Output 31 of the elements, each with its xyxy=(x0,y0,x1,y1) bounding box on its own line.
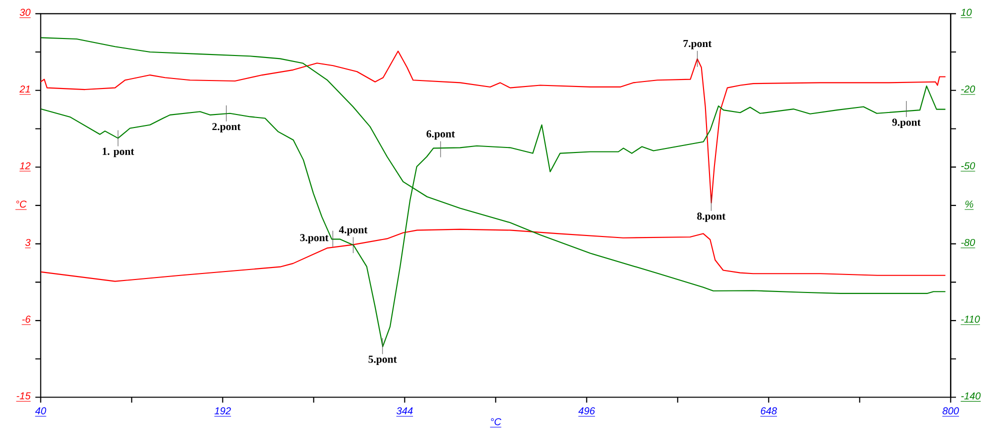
annotation: 4.pont xyxy=(338,226,368,236)
x-tick-label: 496 xyxy=(578,407,596,414)
y-tick-label: -6 xyxy=(22,316,31,323)
annotation: 3.pont xyxy=(300,234,329,244)
y2-tick-label: -50 xyxy=(961,162,976,170)
y-tick-label: -15 xyxy=(16,392,31,400)
y2-tick-label: -80 xyxy=(961,238,976,246)
y2-tick-label: 10 xyxy=(960,8,972,16)
x-tick-label: 40 xyxy=(35,407,46,414)
line-series xyxy=(40,50,946,204)
annotation: 9.pont xyxy=(892,118,921,128)
y2-axis-title: % xyxy=(965,200,974,208)
annotation: 8.pont xyxy=(697,212,726,222)
x-tick-label: 192 xyxy=(214,407,231,414)
y2-tick-label: -140 xyxy=(961,392,981,400)
annotation: 5.pont xyxy=(368,356,397,365)
annotation: 1. pont xyxy=(102,148,134,158)
x-axis-title: °C xyxy=(491,418,502,426)
annotation: 2.pont xyxy=(212,122,241,132)
annotation: 7.pont xyxy=(684,40,712,50)
x-tick-label: 800 xyxy=(942,407,959,414)
y-tick-label: 12 xyxy=(20,162,30,170)
y-axis-title: °C xyxy=(16,200,27,208)
y-tick-label: 3 xyxy=(25,238,31,246)
x-tick-label: 344 xyxy=(396,407,413,414)
y2-tick-label: -110 xyxy=(961,316,980,323)
annotation: 6.pont xyxy=(426,130,455,140)
y-tick-label: 30 xyxy=(20,8,31,16)
y2-tick-label: -20 xyxy=(961,86,976,93)
y-tick-label: 21 xyxy=(19,86,30,93)
x-tick-label: 648 xyxy=(760,407,777,414)
